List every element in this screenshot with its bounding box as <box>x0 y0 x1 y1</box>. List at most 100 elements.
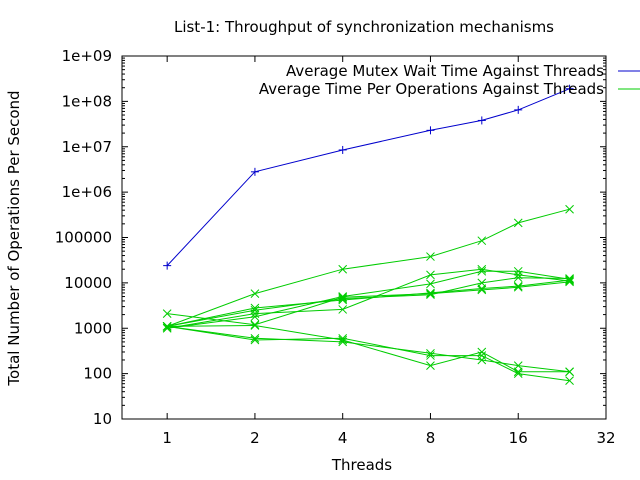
y-tick: 10000 <box>64 239 606 292</box>
x-tick-label: 32 <box>596 429 615 447</box>
data-point <box>513 266 523 276</box>
series-9 <box>162 322 574 377</box>
y-tick: 10 <box>93 375 606 428</box>
data-point <box>565 275 574 285</box>
series-line <box>167 279 570 327</box>
y-tick-label: 1e+06 <box>62 183 112 201</box>
y-tick: 100000 <box>55 193 606 247</box>
y-axis: 10 100 1000 10000 100000 1e+06 1e+07 1e+08 1e+09 <box>55 47 606 428</box>
data-point <box>513 273 523 283</box>
series-4 <box>162 266 574 333</box>
data-point <box>250 320 260 330</box>
legend: Average Mutex Wait Time Against ThreadsA… <box>259 62 640 98</box>
x-tick-label: 2 <box>250 429 260 447</box>
data-point <box>565 277 574 287</box>
data-point <box>338 305 348 314</box>
data-point <box>250 335 260 345</box>
plot-frame <box>121 55 607 420</box>
y-tick-label: 100000 <box>55 229 112 247</box>
data-point <box>477 116 486 125</box>
data-point <box>338 145 347 154</box>
data-point <box>338 294 348 303</box>
data-point <box>426 289 435 298</box>
series-line <box>167 277 570 327</box>
y-tick: 1e+08 <box>62 57 606 110</box>
series-7 <box>162 277 574 330</box>
x-tick: 1 <box>162 56 172 447</box>
data-point <box>477 266 487 276</box>
data-point <box>338 333 348 343</box>
y-tick: 1e+06 <box>62 148 606 201</box>
y-tick-label: 1000 <box>74 319 112 337</box>
y-tick-label: 1e+09 <box>62 47 112 65</box>
y-tick: 1e+07 <box>62 102 606 156</box>
y-tick-label: 1e+07 <box>62 138 112 156</box>
data-point <box>513 369 523 378</box>
data-point <box>250 312 260 322</box>
x-axis-label: Threads <box>331 456 392 474</box>
data-point <box>477 351 487 360</box>
series-layer <box>162 84 574 386</box>
data-point <box>477 347 487 357</box>
y-tick-label: 10 <box>93 410 112 428</box>
data-point <box>250 303 260 313</box>
data-point <box>565 84 574 93</box>
series-line <box>167 268 570 329</box>
legend-item: Average Time Per Operations Against Thre… <box>259 80 640 98</box>
x-tick: 16 <box>509 56 528 447</box>
data-point <box>162 322 172 331</box>
series-line <box>167 324 570 373</box>
data-point <box>426 290 435 300</box>
data-point <box>565 376 574 386</box>
series-2 <box>162 204 574 331</box>
data-point <box>565 274 574 283</box>
y-tick: 1e+09 <box>62 47 606 65</box>
data-point <box>565 367 574 377</box>
series-line <box>167 325 570 373</box>
data-point <box>250 333 260 343</box>
x-tick: 2 <box>250 56 260 447</box>
y-axis-label: Total Number of Operations Per Second <box>5 90 23 386</box>
legend-label: Average Mutex Wait Time Against Threads <box>286 62 604 80</box>
data-point <box>514 105 523 114</box>
y-tick: 100 <box>83 329 606 383</box>
data-point <box>426 126 435 135</box>
series-1 <box>163 84 574 270</box>
y-tick: 1000 <box>74 284 606 337</box>
data-point <box>426 351 435 360</box>
series-line <box>166 88 570 266</box>
data-point <box>250 321 260 330</box>
x-tick-label: 4 <box>338 429 348 447</box>
data-point <box>338 292 348 302</box>
data-point <box>162 309 172 318</box>
data-point <box>513 281 523 291</box>
y-tick-label: 100 <box>83 365 112 383</box>
x-tick-label: 1 <box>162 429 172 447</box>
x-tick-label: 8 <box>426 429 436 447</box>
series-8 <box>162 321 574 377</box>
series-5 <box>162 273 574 331</box>
data-point <box>163 261 172 270</box>
y-tick-label: 10000 <box>64 274 112 292</box>
x-axis: 1 2 4 8 16 32 <box>162 56 616 447</box>
data-point <box>426 252 435 261</box>
series-10 <box>162 322 574 386</box>
data-point <box>513 218 523 228</box>
data-point <box>513 361 523 370</box>
series-6 <box>162 275 574 331</box>
y-tick-label: 1e+08 <box>62 92 112 110</box>
legend-label: Average Time Per Operations Against Thre… <box>259 80 604 98</box>
chart-title: List-1: Throughput of synchronization me… <box>174 18 554 36</box>
data-point <box>426 270 435 280</box>
legend-item: Average Mutex Wait Time Against Threads <box>286 62 640 80</box>
x-tick-label: 16 <box>509 429 528 447</box>
x-tick: 8 <box>426 56 436 447</box>
data-point <box>426 361 435 370</box>
series-3 <box>162 264 574 333</box>
data-point <box>477 285 487 295</box>
x-tick: 32 <box>596 56 616 447</box>
data-point <box>565 204 574 214</box>
data-point <box>250 167 259 176</box>
x-tick: 4 <box>338 56 348 447</box>
